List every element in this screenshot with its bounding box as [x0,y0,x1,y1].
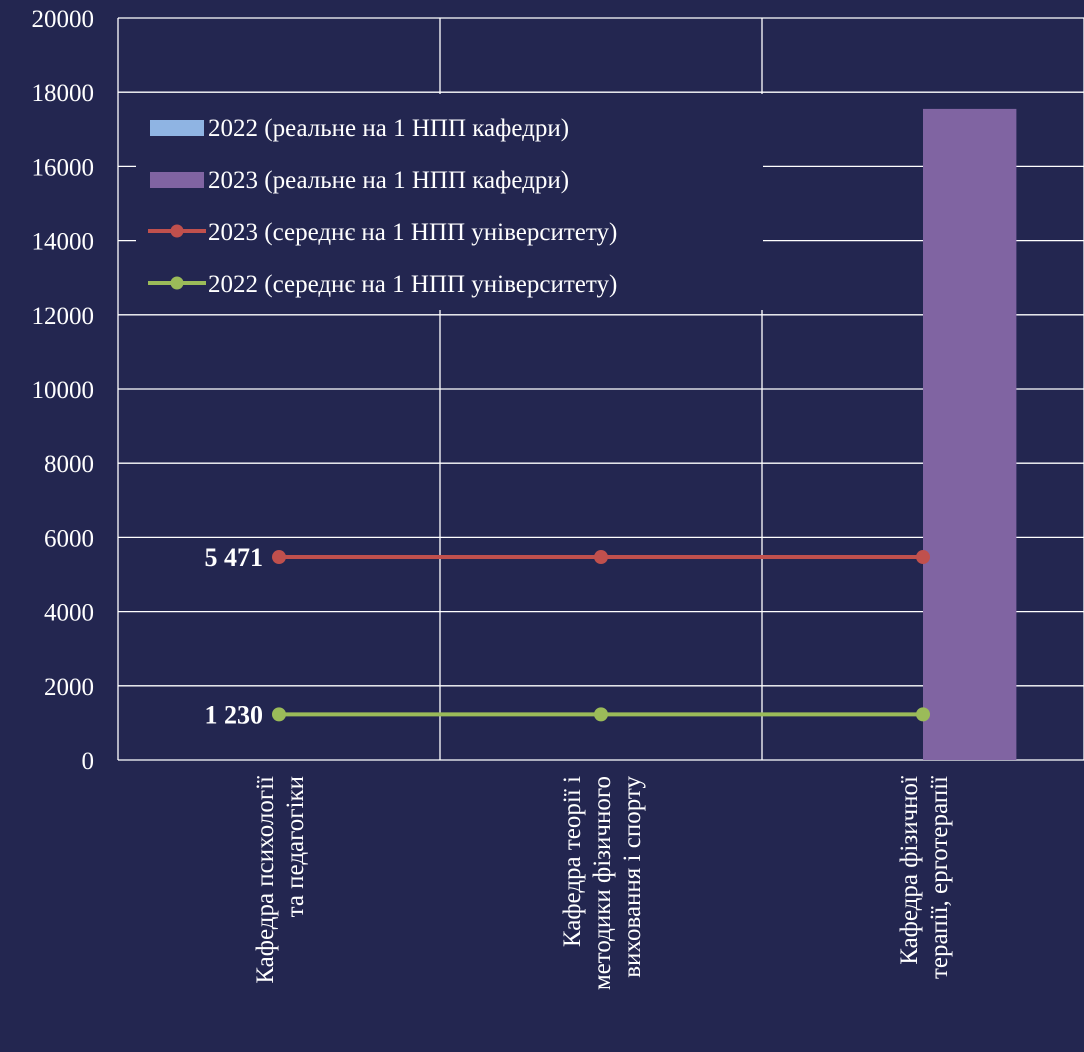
series-point-3-1 [594,707,608,722]
series-point-2-2 [916,550,930,565]
bars [923,108,1017,760]
gridlines [117,17,1084,761]
series-point-3-0 [272,707,286,722]
legend-item-0: 2022 (реальне на 1 НПП кафедри) [150,115,569,142]
legend-swatch-marker [170,276,184,290]
category-label-line: виховання і спорту [619,776,646,978]
data-label-1: 1 230 [205,700,264,729]
y-tick-label-5: 10000 [32,377,95,404]
series-point-2-0 [272,550,286,565]
data-labels: 5 471 1 230 [205,543,264,729]
legend-item-3: 2022 (середнє на 1 НПП університету) [148,271,617,298]
category-label-line: Кафедра фізичної [896,776,923,965]
series-lines [272,550,930,722]
y-tick-label-7: 14000 [32,229,95,256]
y-tick-label-9: 18000 [32,80,95,107]
legend-swatch-bar [150,172,204,188]
legend-box [136,94,763,310]
series-point-3-2 [916,707,930,722]
legend-item-2: 2023 (середнє на 1 НПП університету) [148,219,617,246]
category-label-line: Кафедра психології [252,776,279,984]
y-axis-ticks: 0 2000 4000 6000 8000 10000 12000 14000 16000 180… [32,6,95,775]
legend-label: 2022 (реальне на 1 НПП кафедри) [208,115,569,142]
y-tick-label-4: 8000 [44,451,94,478]
category-label-2: Кафедра фізичної терапії, ерготерапії [896,776,953,979]
legend-label: 2022 (середнє на 1 НПП університету) [208,271,617,298]
data-label-0: 5 471 [205,543,264,572]
y-tick-label-6: 12000 [32,303,95,330]
category-label-0: Кафедра психології та педагогіки [252,776,309,984]
category-label-line: терапії, ерготерапії [926,776,953,979]
category-label-line: Кафедра теорії і [559,776,586,947]
y-tick-label-0: 0 [82,748,95,775]
bar-s1-c2 [923,108,1017,760]
legend: 2022 (реальне на 1 НПП кафедри) 2023 (реа… [136,94,763,310]
y-tick-label-8: 16000 [32,154,95,181]
category-label-1: Кафедра теорії і методики фізичного вихова… [559,776,646,991]
category-labels: Кафедра психології та педагогіки Кафедра т… [252,776,953,991]
y-tick-label-1: 2000 [44,674,94,701]
legend-swatch-marker [170,224,184,238]
series-point-2-1 [594,550,608,565]
y-tick-label-2: 4000 [44,600,94,627]
y-tick-label-3: 6000 [44,525,94,552]
y-tick-label-10: 20000 [32,6,95,33]
legend-label: 2023 (реальне на 1 НПП кафедри) [208,167,569,194]
legend-item-1: 2023 (реальне на 1 НПП кафедри) [150,167,569,194]
legend-swatch-bar [150,120,204,136]
category-label-line: методики фізичного [589,776,616,990]
legend-label: 2023 (середнє на 1 НПП університету) [208,219,617,246]
category-label-line: та педагогіки [282,776,309,917]
